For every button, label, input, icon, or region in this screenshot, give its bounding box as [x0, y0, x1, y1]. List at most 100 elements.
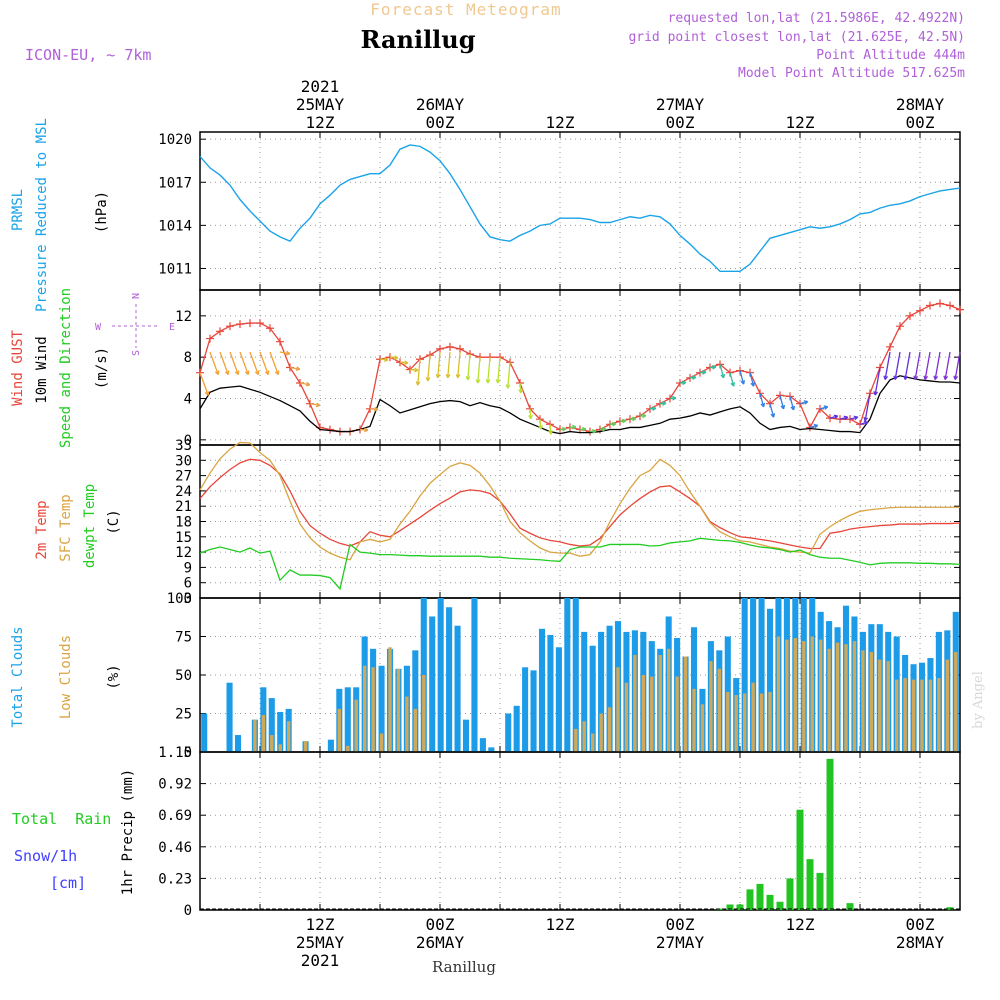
wind-arrow-head	[652, 406, 657, 411]
wind-arrow-head	[863, 420, 869, 426]
gust-marker	[926, 301, 934, 310]
time-label-top: 12Z	[306, 113, 335, 132]
time-label-top: 12Z	[546, 113, 575, 132]
low-cloud-bar	[362, 665, 367, 752]
wind-arrow-head	[538, 425, 543, 430]
wind-arrow	[309, 403, 320, 407]
time-label-top: 00Z	[426, 113, 455, 132]
total-cloud-bar	[581, 631, 588, 752]
wind-arrow-head	[505, 384, 511, 389]
wind-arrow	[239, 351, 249, 375]
precip-unit: 1hr Precip (mm)	[120, 769, 136, 895]
wind-arrow-head	[435, 373, 441, 379]
total-cloud-bar	[488, 747, 495, 752]
wind-arrow-head	[750, 382, 756, 387]
gust-marker	[906, 311, 914, 320]
low-cloud-bar	[844, 644, 848, 752]
low-cloud-bar	[692, 688, 696, 752]
wind-arrow-head	[445, 373, 451, 379]
low-cloud-bar	[413, 708, 418, 752]
rain-bar	[726, 904, 734, 910]
wind-arrow	[279, 351, 290, 355]
rain-bar	[826, 758, 834, 910]
low-cloud-bar	[920, 679, 924, 752]
wind-arrow-head	[712, 364, 717, 370]
total-cloud-bar	[505, 713, 512, 752]
total-cloud-bar	[344, 687, 351, 752]
time-label-bottom: 12Z	[786, 915, 815, 934]
location-title: Ranillug	[360, 25, 475, 54]
wind-arrow-head	[592, 428, 597, 434]
wind-arrow	[427, 355, 431, 382]
wind-arrow-head	[425, 377, 431, 382]
time-label-bottom: 00Z	[666, 915, 695, 934]
low-cloud-bar	[878, 659, 882, 752]
ytick-label: 1.15	[158, 745, 192, 761]
total-cloud-bar	[454, 625, 461, 752]
compass-icon: N S E W	[95, 293, 175, 356]
wind-arrow	[259, 351, 269, 375]
total-cloud-bar	[378, 665, 385, 752]
gust-marker	[796, 399, 804, 408]
low-cloud-bar	[827, 648, 831, 752]
wind-gust-line	[199, 302, 961, 433]
total-cloud-bar	[234, 735, 242, 752]
low-cloud-bar	[776, 636, 781, 752]
total-cloud-bar	[446, 607, 453, 752]
wind-arrow	[934, 351, 941, 380]
temp-2m-label: 2m Temp	[34, 500, 50, 559]
gust-marker	[246, 319, 254, 328]
total-cloud-bar	[564, 598, 571, 752]
wind-arrow	[269, 351, 279, 375]
gust-marker	[956, 305, 964, 314]
model-label: ICON-EU, ~ 7km	[25, 46, 151, 64]
gust-marker	[266, 324, 274, 333]
ytick-label: 3	[184, 591, 192, 607]
wind-arrow	[904, 351, 911, 380]
low-cloud-bar	[303, 741, 308, 752]
low-cloud-bar	[675, 676, 679, 752]
wind-arrow-head	[414, 367, 419, 373]
watermark: by Angel	[971, 671, 986, 729]
rain-bar	[766, 894, 774, 910]
time-label-top: 12Z	[786, 113, 815, 132]
precipitation-frame	[199, 751, 961, 911]
wind-arrow-head	[903, 375, 909, 380]
low-cloud-bar	[683, 656, 688, 752]
ytick-label: 30	[175, 453, 192, 469]
time-label-top: 27MAY	[656, 95, 705, 114]
precip-rain-label: Total Rain	[12, 810, 111, 828]
wind-arrow-head	[943, 375, 949, 380]
gust-marker	[256, 319, 264, 328]
wind-arrow-head	[692, 375, 697, 380]
low-cloud-bar	[768, 691, 772, 752]
ytick-label: 24	[175, 484, 192, 500]
wind-arrow	[924, 351, 931, 380]
wind-arrow-head	[582, 426, 587, 432]
wind-arrow-head	[495, 379, 501, 384]
total-cloud-bar	[589, 645, 596, 752]
low-cloud-bar	[286, 721, 291, 752]
wind-arrow-head	[780, 404, 786, 410]
wind-arrow	[209, 351, 219, 375]
ytick-label: 33	[175, 438, 192, 454]
low-cloud-bar	[954, 651, 958, 752]
wind-arrow	[487, 357, 491, 384]
super-title: Forecast Meteogram	[370, 0, 561, 19]
low-cloud-bar	[388, 647, 392, 752]
low-cloud-bar	[869, 651, 874, 752]
gust-marker	[786, 392, 794, 401]
clouds-panel: 0 25 50 75 100	[167, 591, 961, 761]
total-cloud-bar	[766, 608, 774, 752]
10m-wind-line	[199, 375, 961, 435]
time-label-top: 2021	[301, 77, 340, 96]
ytick-label: 50	[175, 668, 192, 684]
ytick-label: 8	[184, 350, 192, 366]
wind-arrow-head	[770, 413, 776, 418]
wind-arrow	[299, 382, 310, 386]
wind-arrow	[219, 351, 229, 375]
wind-arrow	[779, 395, 785, 410]
total-cloud-bar	[226, 682, 233, 752]
sfc-temp-line	[199, 441, 960, 561]
total-cloud-bar	[327, 739, 334, 752]
